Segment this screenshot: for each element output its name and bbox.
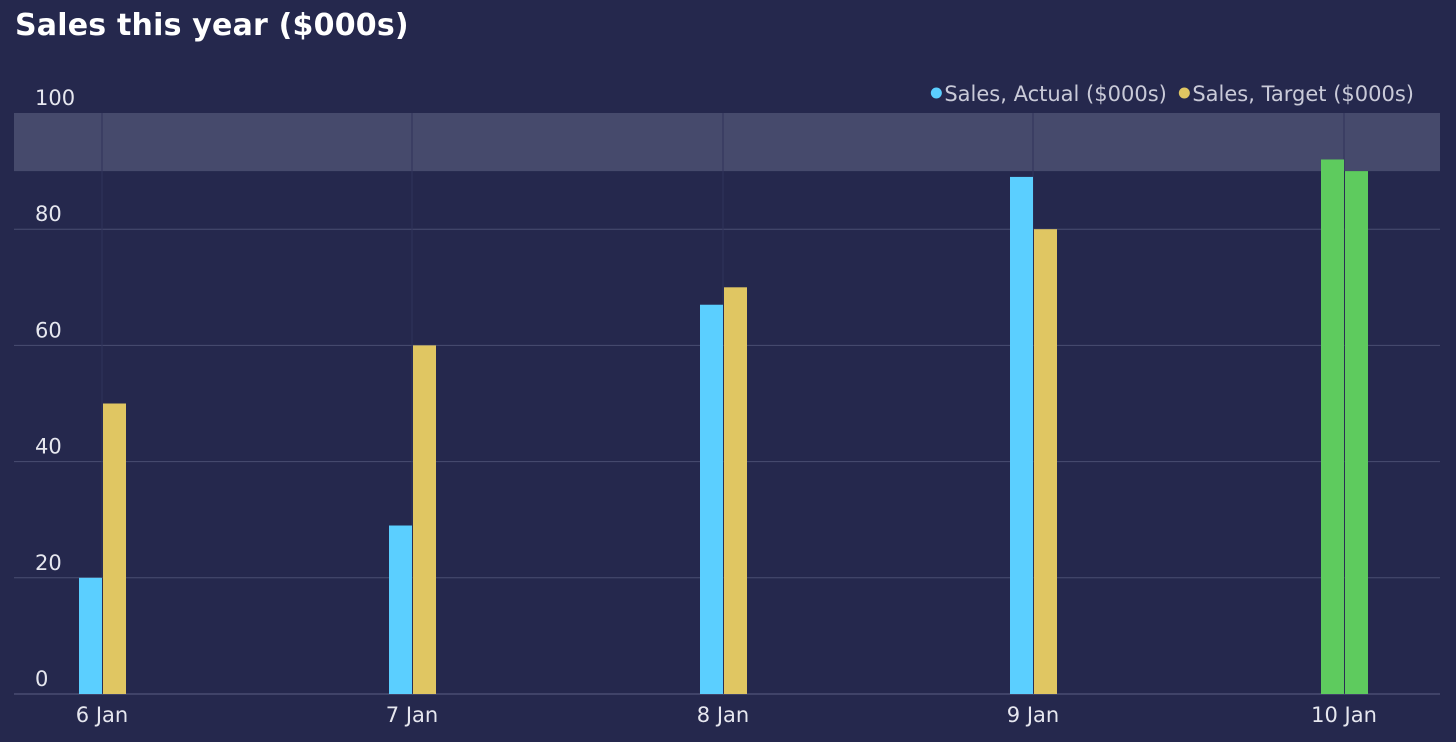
legend-marker [1178, 87, 1190, 99]
bar-target-7-jan[interactable] [413, 345, 436, 694]
bar-actual-9-jan[interactable] [1010, 176, 1033, 694]
bar-actual-8-jan[interactable] [700, 304, 723, 694]
y-tick-label: 0 [35, 667, 48, 691]
bar-target-10-jan[interactable] [1345, 171, 1368, 695]
y-tick-label: 60 [35, 318, 62, 342]
legend-marker [930, 87, 942, 99]
y-tick-label: 80 [35, 202, 62, 226]
legend-label: Sales, Target ($000s) [1192, 82, 1414, 106]
x-tick-label: 6 Jan [76, 703, 128, 727]
bar-target-9-jan[interactable] [1034, 229, 1057, 694]
bar-target-6-jan[interactable] [103, 403, 126, 695]
bar-actual-10-jan[interactable] [1321, 159, 1344, 695]
bar-actual-7-jan[interactable] [389, 525, 412, 694]
x-tick-label: 7 Jan [386, 703, 438, 727]
y-tick-label: 40 [35, 435, 62, 459]
chart-title: Sales this year ($000s) [15, 8, 409, 43]
bar-target-8-jan[interactable] [724, 287, 747, 694]
y-tick-label: 20 [35, 551, 62, 575]
x-tick-label: 10 Jan [1311, 703, 1377, 727]
target-band [14, 113, 1440, 172]
bar-actual-6-jan[interactable] [79, 577, 102, 694]
legend-label: Sales, Actual ($000s) [944, 82, 1166, 106]
x-tick-label: 8 Jan [697, 703, 749, 727]
x-tick-label: 9 Jan [1007, 703, 1059, 727]
y-tick-label: 100 [35, 86, 75, 110]
